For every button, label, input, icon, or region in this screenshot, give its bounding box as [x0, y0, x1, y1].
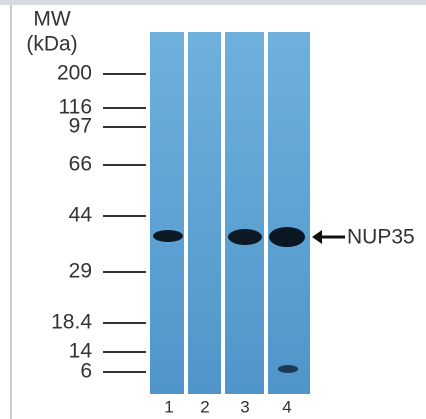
marker-label: 18.4 [51, 311, 92, 334]
blot-figure: MW (kDa) NUP35 2001169766442918.4146 123… [0, 0, 426, 419]
marker-label: 6 [80, 360, 92, 383]
arrow-head [312, 230, 322, 244]
band [153, 230, 183, 242]
mw-label: MW [33, 8, 70, 31]
left-border [10, 5, 12, 419]
top-border [0, 0, 426, 5]
lane-label: 4 [282, 397, 291, 416]
lane-labels: 1 2 3 4 [164, 397, 291, 416]
lane-gap [184, 32, 188, 394]
lane-gap [264, 32, 268, 394]
marker-label: 66 [69, 153, 92, 176]
marker-label: 97 [69, 115, 92, 138]
band [228, 229, 262, 245]
band [278, 365, 298, 373]
lane-label: 1 [164, 397, 173, 416]
lane-gap [221, 32, 225, 394]
unit-label: (kDa) [26, 33, 77, 56]
lane-label: 3 [240, 397, 249, 416]
marker-label: 200 [57, 62, 92, 85]
marker-label: 29 [69, 260, 92, 283]
target-label: NUP35 [347, 226, 415, 249]
lane-label: 2 [200, 397, 209, 416]
marker-label: 44 [69, 204, 93, 227]
band [269, 227, 305, 247]
blot-panel [150, 32, 310, 394]
